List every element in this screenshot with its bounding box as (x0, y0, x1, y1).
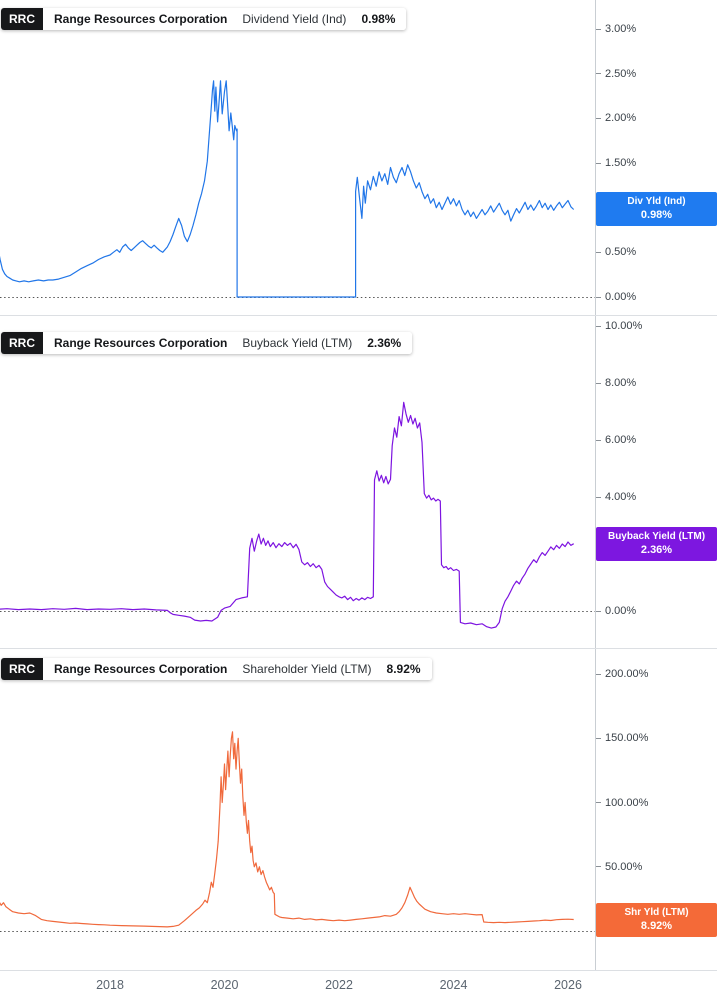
metric-value: 2.36% (367, 336, 402, 350)
y-tick-label: 10.00% (605, 320, 643, 332)
dividend-yield-header[interactable]: RRC Range Resources Corporation Dividend… (1, 8, 407, 30)
y-tick-label: 0.00% (605, 291, 637, 303)
ticker-badge: RRC (1, 658, 43, 680)
ticker-badge: RRC (1, 332, 43, 354)
y-tick-mark (596, 737, 601, 739)
y-tick-mark (596, 439, 601, 441)
y-tick-mark (596, 673, 601, 675)
y-tick-label: 6.00% (605, 434, 637, 446)
metric-name: Dividend Yield (Ind) (242, 12, 347, 26)
buyback-yield-panel: RRC Range Resources Corporation Buyback … (0, 315, 717, 648)
y-tick-mark (596, 610, 601, 612)
y-tick-mark (596, 296, 601, 298)
metric-value: 8.92% (386, 662, 421, 676)
x-tick-label: 2026 (554, 978, 582, 992)
badge-value: 8.92% (640, 919, 673, 932)
metric-value: 0.98% (361, 12, 396, 26)
dividend-yield-panel: RRC Range Resources Corporation Dividend… (0, 0, 717, 315)
buyback-yield-plot[interactable] (0, 316, 595, 649)
x-tick-label: 2020 (210, 978, 239, 992)
last-value-badge-dividend[interactable]: Div Yld (Ind) 0.98% (596, 192, 717, 227)
header-text-wrap: Range Resources Corporation Shareholder … (43, 658, 432, 680)
badge-label: Shr Yld (LTM) (624, 906, 689, 918)
shareholder-yield-header[interactable]: RRC Range Resources Corporation Sharehol… (1, 658, 432, 680)
y-tick-mark (596, 251, 601, 253)
y-tick-label: 2.00% (605, 112, 637, 125)
y-axis-dividend: 3.00%2.50%2.00%1.50%1.00%0.50%0.00% (595, 0, 717, 315)
y-tick-mark (596, 117, 601, 119)
y-tick-mark (596, 73, 601, 75)
badge-label: Buyback Yield (LTM) (607, 530, 706, 542)
company-name: Range Resources Corporation (54, 12, 228, 26)
y-tick-mark (596, 802, 601, 803)
y-tick-label: 100.00% (605, 796, 649, 809)
y-axis-buyback: 10.00%8.00%6.00%4.00%2.00%0.00% (595, 316, 717, 648)
last-value-badge-buyback[interactable]: Buyback Yield (LTM) 2.36% (596, 526, 717, 561)
header-text-wrap: Range Resources Corporation Dividend Yie… (43, 8, 407, 30)
y-tick-label: 2.50% (605, 67, 637, 80)
dividend-yield-plot[interactable] (0, 0, 595, 315)
y-tick-label: 0.50% (605, 246, 637, 259)
metric-name: Buyback Yield (LTM) (242, 336, 353, 350)
shareholder-yield-panel: RRC Range Resources Corporation Sharehol… (0, 648, 717, 970)
y-tick-label: 150.00% (605, 732, 649, 745)
company-name: Range Resources Corporation (54, 336, 228, 350)
y-tick-label: 8.00% (605, 377, 637, 389)
ticker-badge: RRC (1, 8, 43, 30)
y-tick-label: 3.00% (605, 23, 637, 35)
y-tick-mark (596, 496, 601, 498)
x-tick-label: 2018 (96, 978, 124, 992)
y-tick-mark (596, 162, 601, 164)
y-tick-label: 1.50% (605, 157, 637, 169)
y-tick-mark (596, 382, 601, 384)
x-axis: 2018 2020 2022 2024 2026 (0, 970, 717, 1005)
x-tick-label: 2022 (325, 978, 353, 992)
buyback-yield-header[interactable]: RRC Range Resources Corporation Buyback … (1, 332, 413, 354)
company-name: Range Resources Corporation (54, 662, 228, 676)
badge-label: Div Yld (Ind) (627, 196, 686, 208)
last-value-badge-shareholder[interactable]: Shr Yld (LTM) 8.92% (596, 902, 717, 937)
y-tick-label: 4.00% (605, 491, 637, 503)
y-tick-label: 50.00% (605, 860, 643, 873)
header-text-wrap: Range Resources Corporation Buyback Yiel… (43, 332, 413, 354)
badge-value: 2.36% (640, 543, 673, 556)
y-tick-mark (596, 866, 601, 868)
y-tick-mark (596, 28, 601, 30)
badge-value: 0.98% (640, 209, 673, 222)
y-tick-label: 200.00% (605, 668, 649, 680)
x-tick-label: 2024 (439, 978, 468, 992)
y-tick-mark (596, 325, 601, 327)
y-tick-label: 0.00% (605, 605, 637, 617)
metric-name: Shareholder Yield (LTM) (242, 662, 372, 676)
shareholder-yield-plot[interactable] (0, 649, 595, 971)
